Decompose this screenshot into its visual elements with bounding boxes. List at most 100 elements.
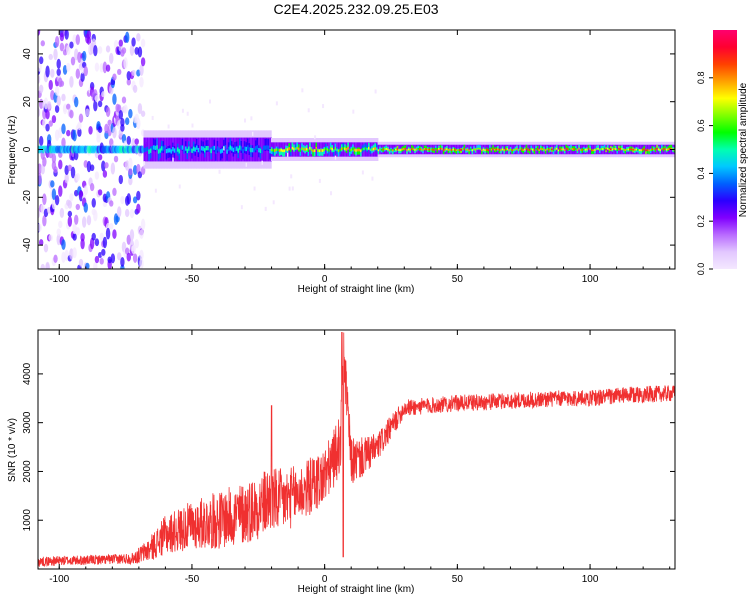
- heatmap-cell: [411, 145, 414, 150]
- heatmap-cell: [307, 148, 310, 156]
- heatmap-cell: [321, 148, 325, 156]
- heatmap-cell: [126, 252, 131, 262]
- heatmap-cell: [43, 243, 49, 253]
- heatmap-cell: [301, 143, 304, 151]
- heatmap-cell: [664, 148, 667, 150]
- x-tick-label: -50: [185, 274, 200, 285]
- heatmap-cell: [290, 174, 293, 179]
- heatmap-cell: [247, 138, 250, 151]
- heatmap-cell: [477, 144, 481, 150]
- heatmap-cell: [309, 142, 312, 150]
- heatmap-cell: [407, 148, 411, 151]
- heatmap-cell: [45, 65, 50, 78]
- heatmap-cell: [640, 149, 643, 154]
- heatmap-cell: [38, 74, 41, 84]
- heatmap-cell: [587, 147, 591, 150]
- heatmap-cell: [153, 145, 156, 150]
- heatmap-cell: [261, 148, 264, 161]
- heatmap-cell: [334, 143, 337, 151]
- heatmap-cell: [379, 148, 382, 151]
- heatmap-cell: [665, 148, 669, 151]
- heatmap-cell: [522, 149, 525, 152]
- heatmap-cell: [38, 239, 44, 246]
- heatmap-cell: [97, 125, 103, 133]
- heatmap-cell: [374, 147, 377, 150]
- heatmap-cell: [227, 146, 231, 152]
- heatmap-cell: [109, 52, 114, 65]
- heatmap-cell: [243, 146, 247, 151]
- heatmap-cell: [156, 138, 159, 151]
- heatmap-cell: [78, 113, 84, 123]
- heatmap-cell: [347, 142, 350, 150]
- heatmap-cell: [272, 149, 275, 152]
- heatmap-cell: [391, 149, 395, 155]
- heatmap-cell: [624, 149, 627, 152]
- heatmap-cell: [457, 149, 460, 151]
- heatmap-cell: [648, 149, 651, 155]
- heatmap-cell: [567, 148, 570, 150]
- heatmap-cell: [118, 174, 124, 185]
- heatmap-cell: [170, 149, 173, 154]
- heatmap-cell: [117, 68, 122, 76]
- heatmap-cell: [364, 143, 368, 151]
- heatmap-cell: [97, 154, 103, 161]
- heatmap-cell: [348, 149, 352, 152]
- heatmap-cell: [186, 147, 189, 160]
- heatmap-cell: [66, 129, 71, 137]
- heatmap-cell: [120, 124, 125, 132]
- heatmap-cell: [146, 146, 150, 152]
- heatmap-cell: [422, 149, 425, 151]
- heatmap-cell: [45, 123, 50, 132]
- heatmap-cell: [282, 149, 285, 157]
- heatmap-cell: [423, 147, 427, 150]
- heatmap-cell: [656, 144, 659, 150]
- heatmap-cell: [75, 227, 81, 236]
- heatmap-cell: [184, 146, 188, 151]
- heatmap-cell: [224, 145, 228, 150]
- heatmap-cell: [180, 138, 183, 151]
- heatmap-cell: [242, 147, 245, 160]
- colorbar-tick-label: 0.0: [696, 263, 706, 276]
- heatmap-cell: [301, 88, 304, 93]
- heatmap-cell: [414, 149, 417, 151]
- heatmap-cell: [197, 147, 201, 153]
- heatmap-cell: [489, 147, 492, 150]
- heatmap-cell: [474, 148, 478, 151]
- heatmap-cell: [500, 149, 503, 151]
- spectrogram-heatmap: [38, 30, 675, 269]
- heatmap-cell: [69, 41, 74, 49]
- heatmap-cell: [563, 149, 567, 152]
- heatmap-cell: [662, 148, 666, 151]
- heatmap-cell: [219, 149, 223, 154]
- heatmap-cell: [54, 85, 60, 96]
- heatmap-cell: [72, 34, 77, 44]
- heatmap-cell: [299, 148, 302, 156]
- heatmap-cell: [622, 148, 626, 151]
- heatmap-cell: [648, 149, 651, 152]
- heatmap-cell: [315, 142, 318, 150]
- y-tick-label: 2000: [22, 460, 33, 483]
- heatmap-cell: [109, 200, 114, 207]
- heatmap-cell: [157, 148, 161, 161]
- heatmap-cell: [393, 148, 396, 151]
- heatmap-cell: [621, 147, 624, 150]
- heatmap-cell: [61, 123, 66, 135]
- heatmap-cell: [633, 149, 637, 151]
- heatmap-cell: [104, 162, 109, 169]
- heatmap-cell: [56, 95, 61, 107]
- heatmap-cell: [439, 144, 443, 150]
- heatmap-cell: [183, 148, 186, 161]
- heatmap-cell: [307, 149, 310, 152]
- heatmap-cell: [40, 263, 45, 269]
- heatmap-cell: [594, 149, 597, 151]
- heatmap-cell: [638, 149, 642, 152]
- heatmap-cell: [86, 160, 92, 173]
- heatmap-cell: [134, 138, 139, 145]
- heatmap-cell: [640, 149, 643, 152]
- heatmap-cell: [229, 145, 232, 150]
- heatmap-cell: [388, 149, 392, 154]
- heatmap-cell: [99, 63, 104, 73]
- heatmap-cell: [578, 147, 581, 150]
- heatmap-cell: [304, 148, 307, 151]
- heatmap-cell: [466, 148, 470, 151]
